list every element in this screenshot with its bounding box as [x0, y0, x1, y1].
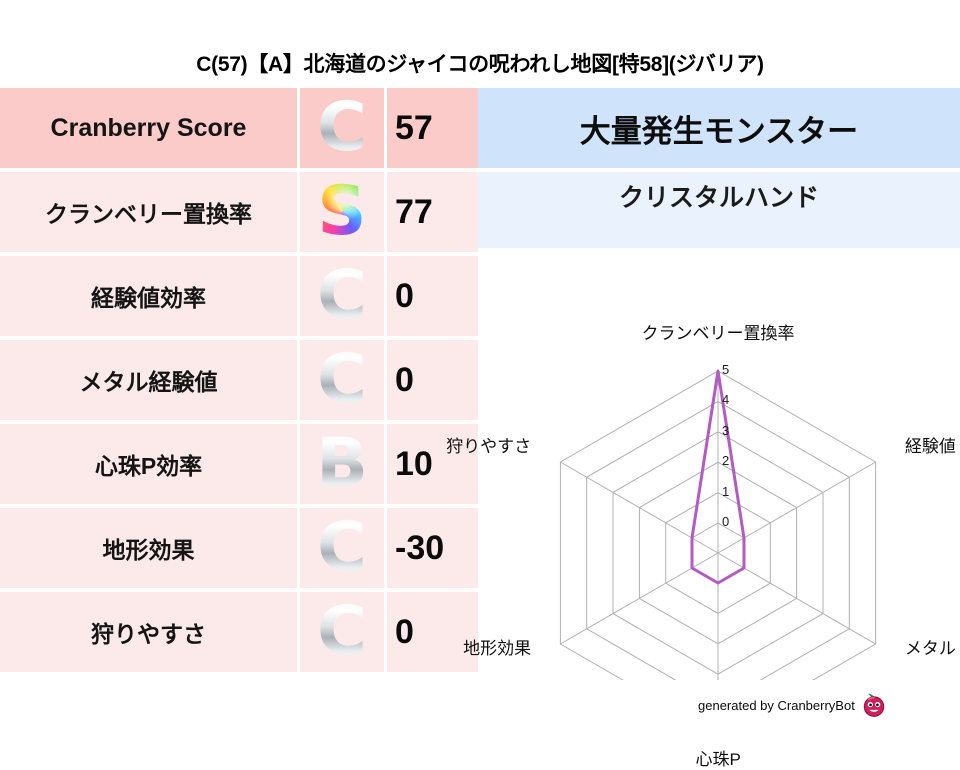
stat-value: 77 [387, 172, 478, 252]
stat-value: 57 [387, 88, 478, 168]
credit-block: generated by CranberryBot [698, 690, 960, 720]
radar-tick-label: 5 [722, 362, 730, 377]
radar-axis-label: クランベリー置換率 [641, 323, 795, 343]
rank-badge-cell: CC [300, 508, 387, 588]
radar-axis-label: 心珠P [695, 749, 741, 769]
rank-badge-cell: CC [300, 340, 387, 420]
monster-header-label: 大量発生モンスター [478, 88, 960, 168]
stat-value: -30 [387, 508, 478, 588]
stat-row: Cranberry ScoreCC57 [0, 88, 478, 168]
rank-badge-cell: CC [300, 88, 387, 168]
rank-c-icon: CC [317, 508, 373, 589]
stat-label: 心珠P効率 [0, 424, 300, 504]
stat-value: 0 [387, 592, 478, 672]
rank-c-icon: CC [317, 256, 373, 337]
radar-tick-label: 3 [722, 422, 730, 438]
radar-axis-label: 狩りやすさ [446, 436, 532, 456]
stat-value: 10 [387, 424, 478, 504]
stat-row: 心珠P効率BB10 [0, 424, 478, 504]
stat-row: クランベリー置換率SS77 [0, 172, 478, 252]
stat-label: 経験値効率 [0, 256, 300, 336]
radar-tick-label: 0 [722, 514, 730, 529]
rank-badge-cell: CC [300, 592, 387, 672]
rank-c-icon: CC [317, 340, 373, 421]
rank-badge-cell: SS [300, 172, 387, 252]
radar-axis-label: メタル [904, 638, 956, 658]
radar-tick-label: 1 [722, 483, 730, 499]
rank-b-icon: BB [316, 424, 374, 505]
rank-badge-cell: CC [300, 256, 387, 336]
radar-axis-label: 経験値 [904, 436, 956, 456]
stat-label: 地形効果 [0, 508, 300, 588]
stat-table: Cranberry ScoreCC57クランベリー置換率SS77経験値効率CC0… [0, 88, 478, 680]
cranberry-mascot-icon [863, 693, 885, 717]
rank-badge-cell: BB [300, 424, 387, 504]
stat-label: メタル経験値 [0, 340, 300, 420]
stat-row: 狩りやすさCC0 [0, 592, 478, 672]
monster-panel: 大量発生モンスター クリスタルハンド 0 1 2 3 4 5 クランベリー置換率経験値メタル… [446, 88, 960, 769]
stat-value: 0 [387, 256, 478, 336]
radar-tick-label: 2 [722, 453, 730, 469]
stat-label: クランベリー置換率 [0, 172, 300, 252]
poster-root: C(57)【A】北海道のジャイコの呪われし地図[特58](ジバリア) Cranb… [0, 53, 960, 769]
radar-axis-spoke-inner [691, 552, 719, 569]
rank-s-icon: SS [317, 172, 373, 252]
page-title: C(57)【A】北海道のジャイコの呪われし地図[特58](ジバリア) [196, 53, 764, 76]
radar-chart-svg [559, 369, 877, 680]
radar-chart: 0 1 2 3 4 5 クランベリー置換率経験値メタル心珠P 地形効果 狩りやすさ [446, 248, 960, 769]
monster-name: クリスタルハンド [478, 172, 960, 248]
radar-series-polygon [690, 369, 746, 585]
radar-axis-spoke-inner [717, 552, 745, 569]
rank-c-icon: CC [317, 88, 373, 169]
stat-row: 地形効果CC-30 [0, 508, 478, 588]
stat-label: 狩りやすさ [0, 592, 300, 672]
rank-c-icon: CC [317, 592, 373, 673]
radar-axis-label: 地形効果 [463, 638, 532, 658]
stat-row: メタル経験値CC0 [0, 340, 478, 420]
stat-label: Cranberry Score [0, 88, 300, 168]
credit-text: generated by CranberryBot [698, 697, 855, 713]
stat-value: 0 [387, 340, 478, 420]
radar-axis-spoke-inner [717, 537, 745, 554]
radar-axis-spoke [743, 567, 876, 645]
radar-axis-spoke [743, 461, 876, 539]
radar-axis-spoke [560, 567, 693, 645]
radar-tick-label: 4 [722, 392, 730, 408]
stat-row: 経験値効率CC0 [0, 256, 478, 336]
radar-axis-spoke-inner [691, 537, 719, 554]
radar-axis-spoke [560, 461, 693, 539]
